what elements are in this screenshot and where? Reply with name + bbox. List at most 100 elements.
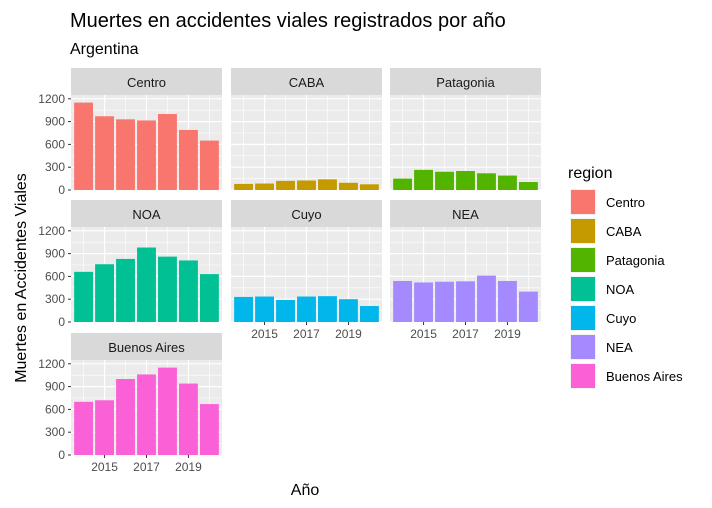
legend-label-nea: NEA xyxy=(606,340,633,355)
legend-label-patagonia: Patagonia xyxy=(606,253,665,268)
bar-centro-2018 xyxy=(158,114,177,190)
y-tick-label: 600 xyxy=(45,402,65,416)
bar-cuyo-2016 xyxy=(276,299,295,322)
strip-label-noa: NOA xyxy=(132,207,161,222)
legend: region Centro CABA Patagonia NOA Cuyo NEA Buen… xyxy=(568,165,683,389)
bar-centro-2017 xyxy=(137,120,156,190)
bar-centro-2014 xyxy=(74,102,94,190)
strip-centro xyxy=(71,68,222,95)
y-tick-label: 900 xyxy=(45,115,65,129)
x-tick-label: 2017 xyxy=(293,327,320,341)
chart-subtitle: Argentina xyxy=(70,41,139,58)
bar-centro-2016 xyxy=(116,119,135,190)
bar-caba-2016 xyxy=(276,180,295,190)
y-tick-label: 300 xyxy=(45,425,65,439)
bar-centro-2019 xyxy=(179,129,198,190)
bar-cuyo-2018 xyxy=(318,296,337,322)
y-tick-label: 300 xyxy=(45,160,65,174)
bar-caba-2019 xyxy=(339,182,358,190)
y-tick-label: 300 xyxy=(45,292,65,306)
x-tick-label: 2019 xyxy=(175,460,202,474)
bar-cuyo-2019 xyxy=(339,299,358,322)
strip-label-caba: CABA xyxy=(289,75,325,90)
bar-noa-2017 xyxy=(137,247,156,322)
legend-label-buenos-aires: Buenos Aires xyxy=(606,369,683,384)
bar-patagonia-2018 xyxy=(477,173,496,190)
y-tick-label: 0 xyxy=(58,448,65,462)
bar-cuyo-2015 xyxy=(255,296,274,322)
strip-patagonia xyxy=(390,68,541,95)
strip-label-centro: Centro xyxy=(127,75,166,90)
bar-cuyo-2014 xyxy=(234,296,254,322)
x-tick-label: 2015 xyxy=(410,327,437,341)
bar-nea-2018 xyxy=(477,275,496,322)
x-tick-label: 2019 xyxy=(494,327,521,341)
strip-label-buenos-aires: Buenos Aires xyxy=(108,340,185,355)
bar-buenos-aires-2015 xyxy=(95,400,114,455)
facet-panels: Centro 0 300 600 900 1200 CABA Patagonia NOA 0 300… xyxy=(38,68,541,474)
legend-swatch-caba xyxy=(571,219,595,243)
x-axis-title: Año xyxy=(291,482,320,499)
y-tick-label: 600 xyxy=(45,269,65,283)
strip-noa xyxy=(71,200,222,227)
bar-caba-2015 xyxy=(255,183,274,190)
legend-swatch-cuyo xyxy=(571,306,595,330)
chart-title: Muertes en accidentes viales registrados… xyxy=(70,10,506,32)
y-tick-label: 900 xyxy=(45,247,65,261)
strip-buenos-aires xyxy=(71,333,222,360)
bar-buenos-aires-2020 xyxy=(199,404,219,455)
legend-label-noa: NOA xyxy=(606,282,635,297)
strip-nea xyxy=(390,200,541,227)
bar-patagonia-2014 xyxy=(393,178,413,190)
strip-label-patagonia: Patagonia xyxy=(436,75,495,90)
bar-patagonia-2017 xyxy=(456,171,475,190)
bar-patagonia-2019 xyxy=(498,175,517,190)
bar-cuyo-2017 xyxy=(297,296,316,322)
bar-caba-2014 xyxy=(234,183,254,190)
bar-buenos-aires-2018 xyxy=(158,367,177,455)
strip-label-cuyo: Cuyo xyxy=(291,207,321,222)
panel-buenos-aires: Buenos Aires 0 300 600 900 1200 2015 2017 2019 xyxy=(38,333,222,474)
bar-nea-2020 xyxy=(518,291,538,322)
bar-patagonia-2015 xyxy=(414,169,433,190)
bar-nea-2019 xyxy=(498,280,517,322)
panel-noa: NOA 0 300 600 900 1200 xyxy=(38,200,222,329)
y-tick-label: 0 xyxy=(58,315,65,329)
bar-noa-2020 xyxy=(199,274,219,322)
panel-caba: CABA xyxy=(231,68,382,191)
y-tick-label: 1200 xyxy=(38,357,65,371)
bar-buenos-aires-2017 xyxy=(137,374,156,455)
bar-caba-2018 xyxy=(318,179,337,190)
bar-buenos-aires-2014 xyxy=(74,401,94,455)
bar-patagonia-2016 xyxy=(435,171,454,190)
panel-patagonia: Patagonia xyxy=(390,68,541,191)
x-tick-label: 2017 xyxy=(452,327,479,341)
y-tick-label: 900 xyxy=(45,380,65,394)
legend-swatch-nea xyxy=(571,335,595,359)
y-axis-title: Muertes en Accidentes Viales xyxy=(13,173,30,383)
panel-centro: Centro 0 300 600 900 1200 xyxy=(38,68,222,197)
bar-caba-2020 xyxy=(359,184,379,190)
bar-noa-2014 xyxy=(74,271,94,322)
bar-centro-2015 xyxy=(95,116,114,190)
legend-title: region xyxy=(568,165,612,182)
legend-label-caba: CABA xyxy=(606,224,642,239)
x-tick-label: 2019 xyxy=(335,327,362,341)
panel-cuyo: Cuyo 2015 2017 2019 xyxy=(231,200,382,341)
x-tick-label: 2015 xyxy=(251,327,278,341)
legend-swatch-patagonia xyxy=(571,248,595,272)
strip-cuyo xyxy=(231,200,382,227)
bar-buenos-aires-2019 xyxy=(179,383,198,455)
bar-noa-2015 xyxy=(95,264,114,322)
x-tick-label: 2017 xyxy=(133,460,160,474)
strip-caba xyxy=(231,68,382,95)
bar-nea-2015 xyxy=(414,282,433,322)
bar-nea-2017 xyxy=(456,281,475,322)
y-tick-label: 0 xyxy=(58,183,65,197)
y-tick-label: 1200 xyxy=(38,224,65,238)
legend-label-cuyo: Cuyo xyxy=(606,311,636,326)
bar-nea-2016 xyxy=(435,281,454,322)
panel-nea: NEA 2015 2017 2019 xyxy=(390,200,541,341)
bar-nea-2014 xyxy=(393,280,413,322)
